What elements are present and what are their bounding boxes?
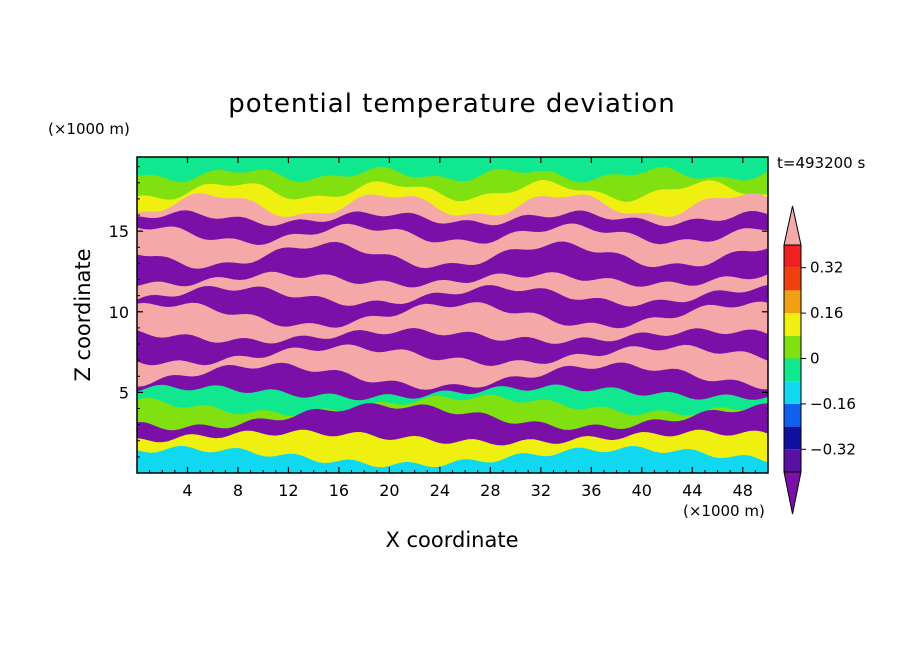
y-unit-label: (×1000 m) xyxy=(48,120,130,138)
colorbar-extend-high xyxy=(783,205,802,246)
x-tick-label: 4 xyxy=(182,481,192,500)
colorbar-segment xyxy=(784,381,801,404)
colorbar-segment xyxy=(784,335,801,359)
y-tick-label: 5 xyxy=(119,383,129,402)
y-axis: 5 10 15 xyxy=(109,166,768,458)
x-tick-label: 24 xyxy=(430,481,450,500)
colorbar-label: −0.16 xyxy=(810,395,856,413)
chart-title: potential temperature deviation xyxy=(228,89,675,119)
x-axis: 4 8 12 16 20 24 28 32 36 40 44 48 xyxy=(149,157,756,500)
colorbar-label: 0 xyxy=(810,350,820,368)
x-tick-label: 16 xyxy=(329,481,349,500)
colorbar-segment xyxy=(784,426,801,450)
colorbar: 0.32 0.16 0 −0.16 −0.32 xyxy=(783,205,856,515)
contour-band xyxy=(137,445,768,473)
x-tick-label: 44 xyxy=(682,481,702,500)
time-label: t=493200 s xyxy=(777,154,865,172)
y-tick-label: 10 xyxy=(109,303,129,322)
y-tick-label: 15 xyxy=(109,222,129,241)
colorbar-segment xyxy=(784,403,801,427)
y-axis-label: Z coordinate xyxy=(71,248,95,381)
x-unit-label: (×1000 m) xyxy=(683,502,765,520)
x-tick-label: 48 xyxy=(733,481,753,500)
x-tick-label: 20 xyxy=(379,481,399,500)
plot-area xyxy=(137,157,768,473)
x-tick-label: 40 xyxy=(632,481,652,500)
colorbar-segment xyxy=(784,267,801,291)
x-axis-label: X coordinate xyxy=(385,528,518,552)
colorbar-label: 0.32 xyxy=(810,259,843,277)
colorbar-segment xyxy=(784,245,801,268)
colorbar-segment xyxy=(784,313,801,336)
colorbar-segment xyxy=(784,290,801,314)
x-tick-label: 28 xyxy=(480,481,500,500)
x-tick-label: 32 xyxy=(531,481,551,500)
x-tick-label: 8 xyxy=(233,481,243,500)
colorbar-segment xyxy=(784,449,801,472)
colorbar-label: 0.16 xyxy=(810,304,843,322)
colorbar-segment xyxy=(784,358,801,382)
colorbar-extend-low xyxy=(783,471,802,515)
colorbar-label: −0.32 xyxy=(810,440,856,458)
x-tick-label: 36 xyxy=(581,481,601,500)
field-layer xyxy=(137,166,768,473)
x-tick-label: 12 xyxy=(278,481,298,500)
